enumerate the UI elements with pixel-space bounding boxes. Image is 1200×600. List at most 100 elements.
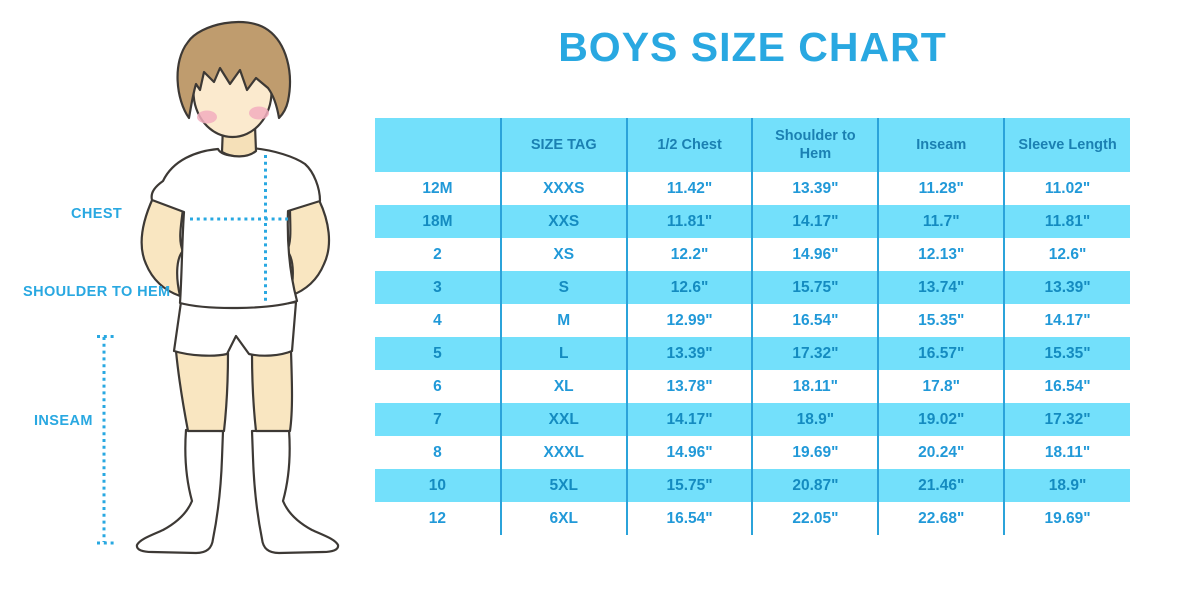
table-row: 4 M 12.99" 16.54" 15.35" 14.17" <box>375 304 1130 337</box>
table-row: 3 S 12.6" 15.75" 13.74" 13.39" <box>375 271 1130 304</box>
table-cell: 3 <box>375 271 502 304</box>
header-cell: Sleeve Length <box>1004 118 1130 172</box>
table-cell: 8 <box>375 436 502 469</box>
size-table-header: SIZE TAG 1/2 Chest Shoulder to Hem Inseam Sl… <box>375 118 1130 172</box>
table-cell: XXXS <box>500 172 628 205</box>
size-table-body: 12M XXXS 11.42" 13.39" 11.28" 11.02" 18M XXS 11.… <box>375 172 1130 535</box>
table-cell: 13.39" <box>626 337 754 370</box>
table-cell: 14.17" <box>626 403 754 436</box>
table-cell: XXS <box>500 205 628 238</box>
table-cell: 13.74" <box>878 271 1006 304</box>
table-cell: XXL <box>500 403 628 436</box>
table-cell: 12 <box>375 502 502 535</box>
header-cell: Shoulder to Hem <box>752 118 880 172</box>
table-cell: 22.05" <box>752 502 880 535</box>
table-cell: 22.68" <box>878 502 1006 535</box>
boy-left-leg <box>174 349 230 433</box>
table-cell: 10 <box>375 469 502 502</box>
header-cell: SIZE TAG <box>500 118 628 172</box>
table-cell: 17.8" <box>878 370 1006 403</box>
table-cell: 11.81" <box>1004 205 1130 238</box>
boy-left-cheek-blush <box>197 110 217 124</box>
table-cell: 4 <box>375 304 502 337</box>
table-row: 5 L 13.39" 17.32" 16.57" 15.35" <box>375 337 1130 370</box>
shoulder-to-hem-label: SHOULDER TO HEM <box>23 284 171 300</box>
table-cell: 11.28" <box>878 172 1006 205</box>
boy-right-cheek-blush <box>249 106 269 120</box>
table-cell: 21.46" <box>878 469 1006 502</box>
table-cell: 2 <box>375 238 502 271</box>
boy-right-leg <box>250 349 294 433</box>
table-cell: 6XL <box>500 502 628 535</box>
table-cell: 14.96" <box>752 238 880 271</box>
table-cell: 16.54" <box>752 304 880 337</box>
table-cell: 5 <box>375 337 502 370</box>
table-cell: 17.32" <box>752 337 880 370</box>
table-cell: 16.54" <box>1004 370 1130 403</box>
table-cell: 18M <box>375 205 502 238</box>
table-cell: 12.6" <box>1004 238 1130 271</box>
table-cell: 18.11" <box>752 370 880 403</box>
boy-left-arm <box>140 196 185 298</box>
table-cell: 13.78" <box>626 370 754 403</box>
table-cell: XL <box>500 370 628 403</box>
header-cell: Inseam <box>878 118 1006 172</box>
table-cell: 11.02" <box>1004 172 1130 205</box>
chest-label: CHEST <box>71 206 123 222</box>
table-row: 7 XXL 14.17" 18.9" 19.02" 17.32" <box>375 403 1130 436</box>
table-row: 8 XXXL 14.96" 19.69" 20.24" 18.11" <box>375 436 1130 469</box>
table-cell: 13.39" <box>752 172 880 205</box>
table-cell: 16.57" <box>878 337 1006 370</box>
table-cell: 15.35" <box>1004 337 1130 370</box>
table-cell: M <box>500 304 628 337</box>
table-cell: 12.2" <box>626 238 754 271</box>
table-cell: 5XL <box>500 469 628 502</box>
header-row: SIZE TAG 1/2 Chest Shoulder to Hem Inseam Sl… <box>375 118 1130 172</box>
table-cell: XS <box>500 238 628 271</box>
table-cell: 6 <box>375 370 502 403</box>
table-cell: 14.96" <box>626 436 754 469</box>
table-cell: 7 <box>375 403 502 436</box>
table-cell: L <box>500 337 628 370</box>
table-row: 12M XXXS 11.42" 13.39" 11.28" 11.02" <box>375 172 1130 205</box>
boy-shorts <box>172 300 298 357</box>
size-table: SIZE TAG 1/2 Chest Shoulder to Hem Inseam Sl… <box>375 118 1130 535</box>
table-cell: 12.13" <box>878 238 1006 271</box>
table-cell: 11.81" <box>626 205 754 238</box>
table-row: 10 5XL 15.75" 20.87" 21.46" 18.9" <box>375 469 1130 502</box>
table-cell: 13.39" <box>1004 271 1130 304</box>
table-cell: 15.75" <box>626 469 754 502</box>
table-cell: 12M <box>375 172 502 205</box>
table-cell: 11.42" <box>626 172 754 205</box>
table-cell: 14.17" <box>752 205 880 238</box>
header-cell: 1/2 Chest <box>626 118 754 172</box>
page-title: BOYS SIZE CHART <box>558 24 947 70</box>
table-row: 12 6XL 16.54" 22.05" 22.68" 19.69" <box>375 502 1130 535</box>
table-row: 18M XXS 11.81" 14.17" 11.7" 11.81" <box>375 205 1130 238</box>
table-cell: 15.35" <box>878 304 1006 337</box>
table-row: 2 XS 12.2" 14.96" 12.13" 12.6" <box>375 238 1130 271</box>
table-cell: 20.24" <box>878 436 1006 469</box>
table-cell: 20.87" <box>752 469 880 502</box>
header-cell <box>375 118 502 172</box>
boy-hair <box>176 21 292 120</box>
table-cell: XXXL <box>500 436 628 469</box>
boy-left-sock <box>135 428 225 555</box>
table-cell: 12.99" <box>626 304 754 337</box>
table-cell: 18.9" <box>752 403 880 436</box>
table-cell: 11.7" <box>878 205 1006 238</box>
table-cell: 12.6" <box>626 271 754 304</box>
table-cell: 15.75" <box>752 271 880 304</box>
table-cell: 19.02" <box>878 403 1006 436</box>
boy-right-sock <box>250 428 340 555</box>
table-cell: 19.69" <box>1004 502 1130 535</box>
table-cell: 18.11" <box>1004 436 1130 469</box>
table-cell: S <box>500 271 628 304</box>
table-cell: 18.9" <box>1004 469 1130 502</box>
inseam-label: INSEAM <box>34 413 93 429</box>
table-row: 6 XL 13.78" 18.11" 17.8" 16.54" <box>375 370 1130 403</box>
table-cell: 14.17" <box>1004 304 1130 337</box>
table-cell: 19.69" <box>752 436 880 469</box>
table-cell: 17.32" <box>1004 403 1130 436</box>
